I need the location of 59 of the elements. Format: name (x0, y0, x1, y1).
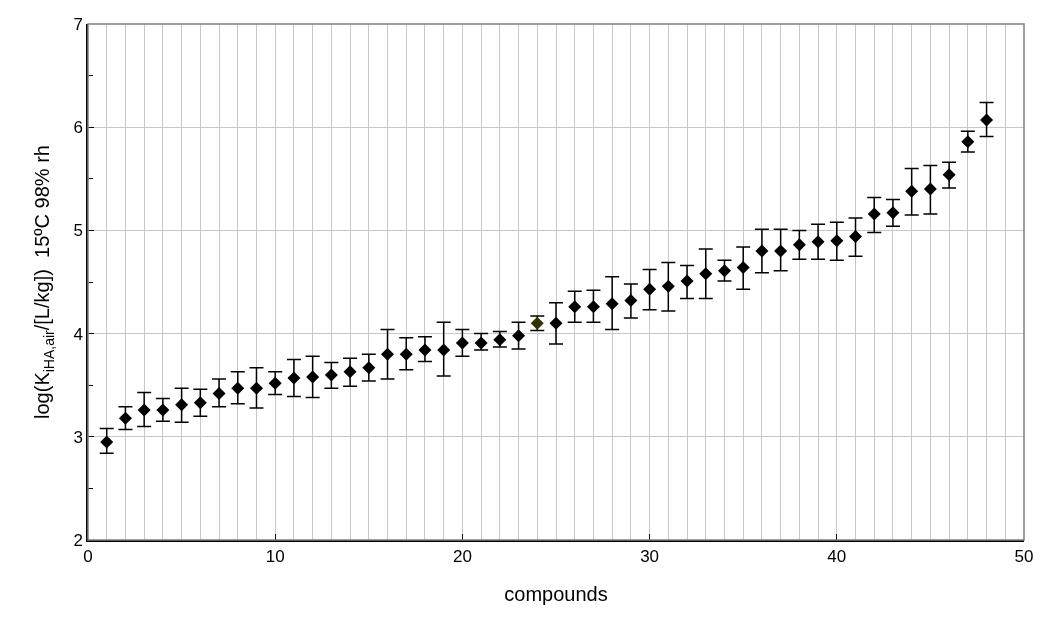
point (961, 135, 975, 149)
point (774, 244, 788, 258)
point (549, 316, 563, 330)
point (568, 300, 582, 314)
point (249, 381, 263, 395)
point (100, 435, 114, 449)
point (717, 264, 731, 278)
point (905, 184, 919, 198)
point (268, 376, 282, 390)
point (399, 347, 413, 361)
point (193, 396, 207, 410)
point (156, 403, 170, 417)
point (231, 381, 245, 395)
y-tick-label: 2 (73, 530, 83, 550)
point (437, 343, 451, 357)
point (324, 368, 338, 382)
point (792, 238, 806, 252)
point (455, 336, 469, 350)
x-tick-label: 30 (640, 547, 660, 567)
x-tick-label: 50 (1014, 547, 1034, 567)
point (212, 386, 226, 400)
point (923, 182, 937, 196)
point (736, 261, 750, 275)
x-tick-label: 10 (265, 547, 285, 567)
y-tick-label: 3 (73, 427, 83, 447)
point (680, 274, 694, 288)
y-tick-label: 7 (73, 14, 83, 34)
y-tick-label: 5 (73, 221, 83, 241)
point (830, 234, 844, 248)
point (886, 206, 900, 220)
point (343, 365, 357, 379)
x-tick-label: 20 (452, 547, 472, 567)
point (661, 279, 675, 293)
point (118, 411, 132, 425)
point (418, 343, 432, 357)
point (867, 207, 881, 221)
point (643, 282, 657, 296)
point (362, 361, 376, 375)
point (755, 244, 769, 258)
x-tick-label: 0 (83, 547, 93, 567)
point (624, 294, 638, 308)
point (175, 398, 189, 412)
x-tick-label: 40 (827, 547, 847, 567)
point (287, 371, 301, 385)
point (811, 235, 825, 249)
point (137, 403, 151, 417)
y-tick-label: 6 (73, 118, 83, 138)
point (586, 300, 600, 314)
x-axis-title: compounds (504, 583, 608, 606)
point (474, 336, 488, 350)
point (381, 347, 395, 361)
point (849, 230, 863, 244)
y-tick-label: 4 (73, 324, 83, 344)
point (942, 168, 956, 182)
point (980, 113, 994, 127)
point (512, 329, 526, 343)
point (306, 370, 320, 384)
point (605, 297, 619, 311)
point (699, 267, 713, 281)
